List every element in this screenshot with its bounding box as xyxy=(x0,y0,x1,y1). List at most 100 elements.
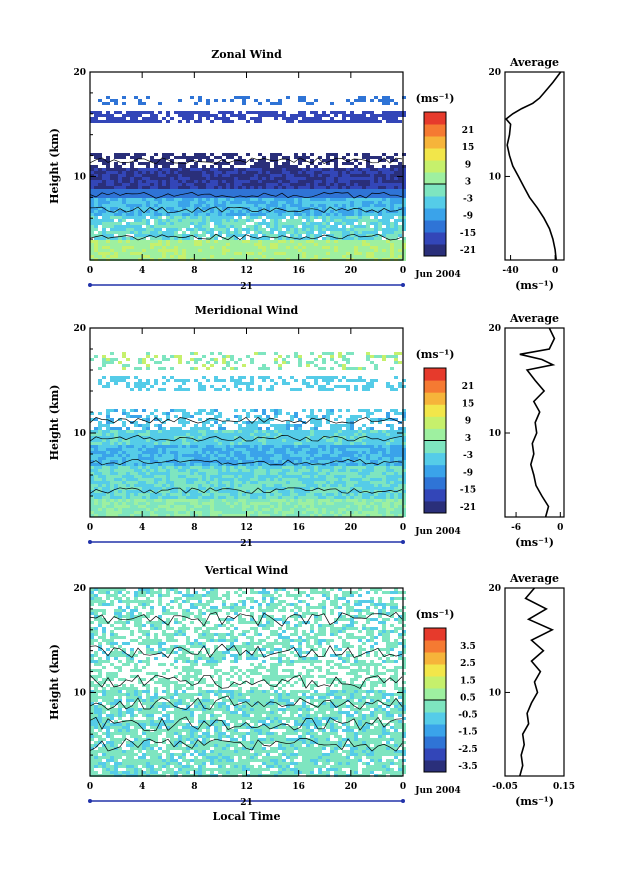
heatmap-cell xyxy=(326,388,330,391)
heatmap-cell xyxy=(154,475,158,478)
heatmap-cell xyxy=(274,481,278,484)
heatmap-cell xyxy=(238,243,242,246)
heatmap-cell xyxy=(306,201,310,204)
heatmap-cell xyxy=(250,225,254,228)
heatmap-cell xyxy=(178,358,182,361)
heatmap-cell xyxy=(130,481,134,484)
heatmap-cell xyxy=(238,192,242,195)
heatmap-cell xyxy=(350,451,354,454)
heatmap-cell xyxy=(174,457,178,460)
heatmap-cell xyxy=(334,234,338,237)
heatmap-cell xyxy=(238,442,242,445)
colorbar-label: 21 xyxy=(462,126,475,136)
heatmap-cell xyxy=(270,385,274,388)
heatmap-cell xyxy=(286,475,290,478)
heatmap-cell xyxy=(162,198,166,201)
heatmap-cell xyxy=(350,186,354,189)
heatmap-cell xyxy=(366,382,370,385)
heatmap-cell xyxy=(270,168,274,171)
heatmap-cell xyxy=(394,180,398,183)
heatmap-cell xyxy=(126,171,130,174)
heatmap-cell xyxy=(286,427,290,430)
heatmap-cell xyxy=(146,174,150,177)
heatmap-cell xyxy=(198,463,202,466)
heatmap-cell xyxy=(194,445,198,448)
heatmap-cell xyxy=(330,367,334,370)
heatmap-cell xyxy=(218,174,222,177)
heatmap-cell xyxy=(214,222,218,225)
heatmap-cell xyxy=(342,204,346,207)
heatmap-cell xyxy=(346,460,350,463)
heatmap-cell xyxy=(346,219,350,222)
heatmap-cell xyxy=(182,177,186,180)
heatmap-cell xyxy=(98,451,102,454)
heatmap-cell xyxy=(270,433,274,436)
heatmap-cell xyxy=(362,171,366,174)
heatmap-cell xyxy=(278,213,282,216)
heatmap-cell xyxy=(350,367,354,370)
heatmap-cell xyxy=(294,222,298,225)
heatmap-cell xyxy=(114,198,118,201)
heatmap-cell xyxy=(342,472,346,475)
heatmap-cell xyxy=(270,424,274,427)
heatmap-cell xyxy=(346,228,350,231)
heatmap-cell xyxy=(366,162,370,165)
heatmap-cell xyxy=(218,433,222,436)
heatmap-cell xyxy=(342,249,346,252)
heatmap-cell xyxy=(322,376,326,379)
heatmap-cell xyxy=(310,180,314,183)
heatmap-cell xyxy=(302,255,306,258)
heatmap-cell xyxy=(178,484,182,487)
heatmap-cell xyxy=(258,439,262,442)
heatmap-cell xyxy=(170,376,174,379)
heatmap-cell xyxy=(378,171,382,174)
heatmap-cell xyxy=(390,216,394,219)
heatmap-cell xyxy=(262,177,266,180)
heatmap-cell xyxy=(202,207,206,210)
heatmap-cell xyxy=(306,364,310,367)
heatmap-cell xyxy=(386,117,390,120)
heatmap-cell xyxy=(358,168,362,171)
heatmap-cell xyxy=(326,246,330,249)
heatmap-cell xyxy=(166,454,170,457)
heatmap-cell xyxy=(142,162,146,165)
heatmap-cell xyxy=(334,240,338,243)
heatmap-cell xyxy=(266,249,270,252)
heatmap-cell xyxy=(306,361,310,364)
heatmap-cell xyxy=(206,451,210,454)
heatmap-cell xyxy=(218,231,222,234)
heatmap-cell xyxy=(98,457,102,460)
heatmap-cell xyxy=(230,153,234,156)
heatmap-cell xyxy=(194,183,198,186)
heatmap-cell xyxy=(382,448,386,451)
heatmap-cell xyxy=(206,222,210,225)
heatmap-cell xyxy=(126,153,130,156)
heatmap-cell xyxy=(254,201,258,204)
heatmap-cell xyxy=(198,433,202,436)
heatmap-cell xyxy=(330,246,334,249)
heatmap-cell xyxy=(298,445,302,448)
heatmap-cell xyxy=(174,216,178,219)
heatmap-cell xyxy=(398,445,402,448)
heatmap-cell xyxy=(330,249,334,252)
heatmap-cell xyxy=(274,424,278,427)
heatmap-cell xyxy=(322,439,326,442)
heatmap-cell xyxy=(334,219,338,222)
heatmap-cell xyxy=(330,195,334,198)
heatmap-cell xyxy=(178,475,182,478)
heatmap-cell xyxy=(386,243,390,246)
heatmap-cell xyxy=(378,219,382,222)
heatmap-cell xyxy=(390,430,394,433)
heatmap-cell xyxy=(350,240,354,243)
heatmap-cell xyxy=(98,382,102,385)
heatmap-cell xyxy=(186,481,190,484)
heatmap-cell xyxy=(218,219,222,222)
heatmap-cell xyxy=(198,451,202,454)
heatmap-cell xyxy=(346,255,350,258)
heatmap-cell xyxy=(138,382,142,385)
heatmap-cell xyxy=(310,352,314,355)
heatmap-cell xyxy=(194,249,198,252)
heatmap-cell xyxy=(214,186,218,189)
heatmap-cell xyxy=(322,388,326,391)
heatmap-cell xyxy=(390,439,394,442)
